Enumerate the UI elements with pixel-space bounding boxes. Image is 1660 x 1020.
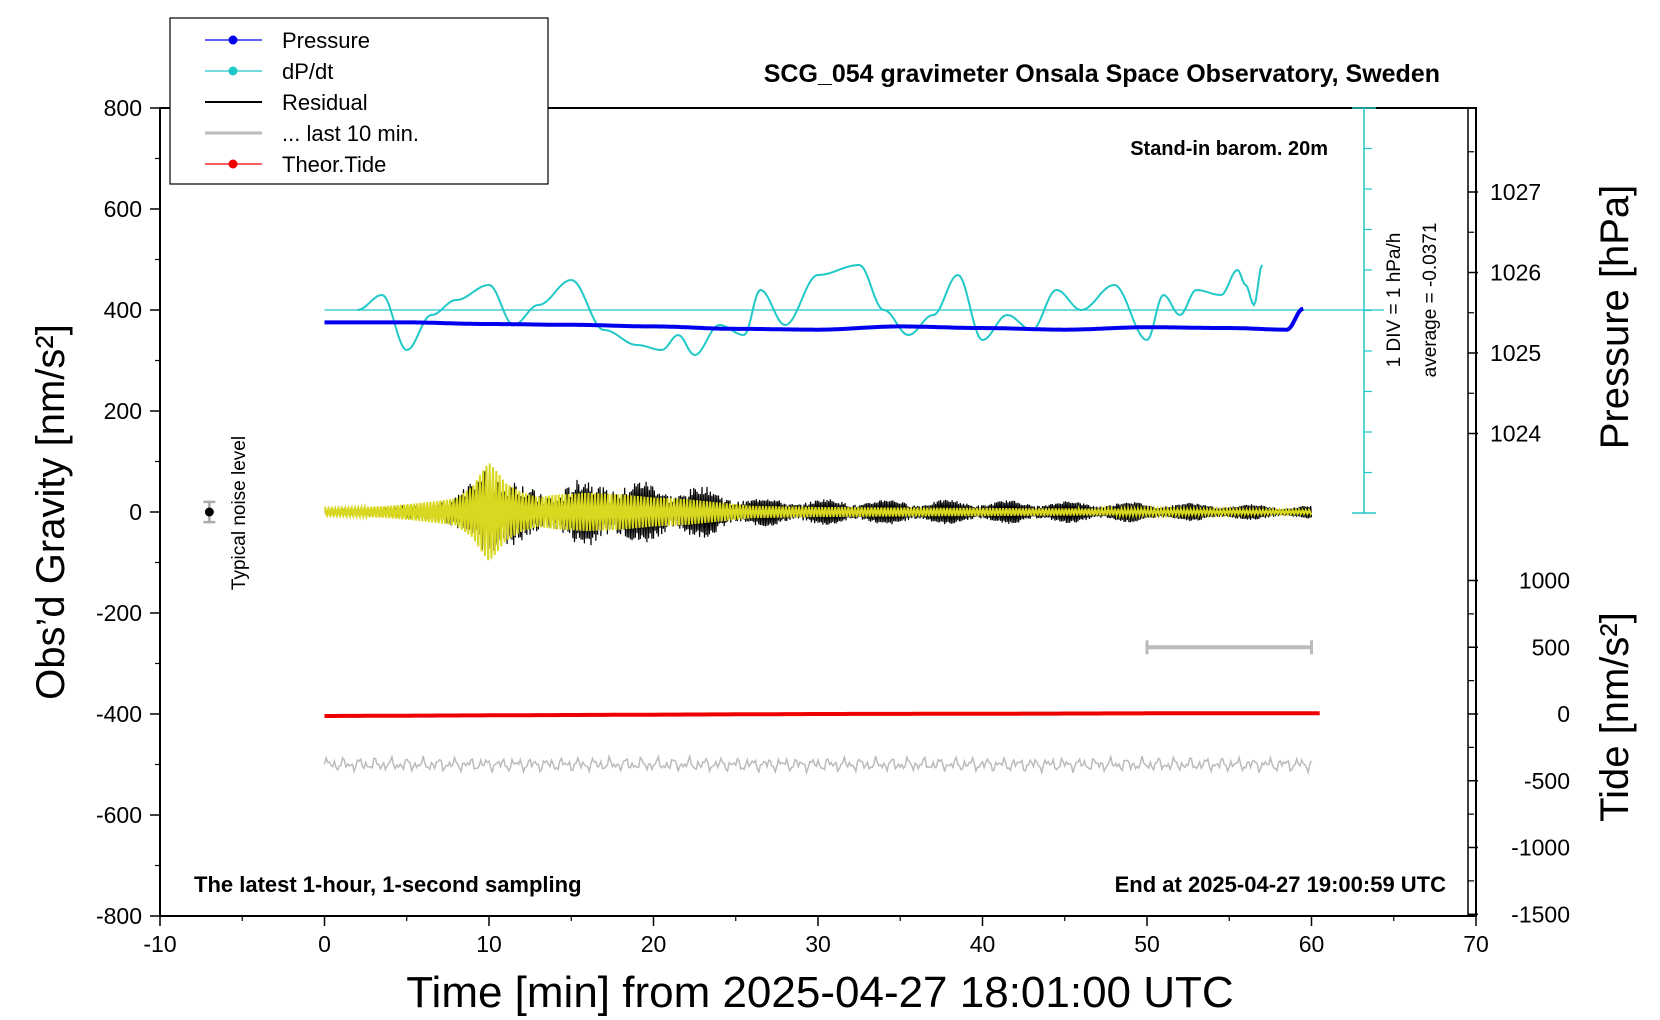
noise-level-label: Typical noise level xyxy=(229,436,250,590)
y-tick-label: 600 xyxy=(104,196,142,222)
pressure-tick-label: 1025 xyxy=(1490,340,1541,366)
y-tick-label: -200 xyxy=(96,600,142,626)
x-tick-label: 0 xyxy=(318,931,331,957)
x-tick-label: 40 xyxy=(970,931,996,957)
chart-title: SCG_054 gravimeter Onsala Space Observat… xyxy=(764,60,1440,88)
legend-label: Theor.Tide xyxy=(282,152,386,177)
tide-tick-label: -1000 xyxy=(1511,835,1570,861)
y-tick-label: 400 xyxy=(104,297,142,323)
legend-marker xyxy=(228,35,238,45)
tide-tick-label: -1500 xyxy=(1511,901,1570,927)
dpdt-series-line xyxy=(357,264,1264,357)
tide-tick-label: 500 xyxy=(1532,634,1570,660)
tide-tick-label: 0 xyxy=(1557,701,1570,727)
legend-marker xyxy=(228,66,238,76)
residual-filtered-line xyxy=(323,463,1313,561)
legend: Pressure dP/dt Residual ... last 10 min. The… xyxy=(169,17,549,185)
legend-label: Pressure xyxy=(282,28,370,53)
legend-marker xyxy=(228,159,238,169)
dpdt-div-label: 1 DIV = 1 hPa/h xyxy=(1384,233,1405,368)
y-tick-label: 800 xyxy=(104,95,142,121)
x-tick-label: 10 xyxy=(476,931,502,957)
tide-tick-label: 1000 xyxy=(1519,568,1570,594)
x-tick-label: -10 xyxy=(143,931,176,957)
pressure-tick-label: 1027 xyxy=(1490,179,1541,205)
x-tick-label: 50 xyxy=(1134,931,1160,957)
y-tick-label: 200 xyxy=(104,398,142,424)
y-tick-label: 0 xyxy=(129,499,142,525)
footer-right-note: End at 2025-04-27 19:00:59 UTC xyxy=(1115,872,1446,897)
noise-level-dot xyxy=(204,507,214,517)
legend-label: ... last 10 min. xyxy=(282,121,419,146)
stand-in-note: Stand-in barom. 20m xyxy=(1130,138,1328,160)
y-tick-label: -600 xyxy=(96,802,142,828)
y-tick-label: -400 xyxy=(96,701,142,727)
pressure-series-line xyxy=(324,306,1304,332)
legend-label: dP/dt xyxy=(282,59,333,84)
footer-left-note: The latest 1-hour, 1-second sampling xyxy=(194,872,582,897)
dpdt-average-label: average = -0.0371 xyxy=(1420,223,1441,378)
y-axis-pressure-title: Pressure [hPa] xyxy=(1593,185,1637,450)
pressure-tick-label: 1026 xyxy=(1490,260,1541,286)
y-axis-left-title: Obs’d Gravity [nm/s²] xyxy=(29,324,73,700)
y-axis-tide-title: Tide [nm/s²] xyxy=(1593,612,1637,822)
x-tick-label: 30 xyxy=(805,931,831,957)
legend-label: Residual xyxy=(282,90,368,115)
x-axis-title: Time [min] from 2025-04-27 18:01:00 UTC xyxy=(406,968,1233,1017)
last10min-series-line xyxy=(323,753,1313,776)
x-tick-label: 60 xyxy=(1299,931,1325,957)
x-tick-label: 70 xyxy=(1463,931,1489,957)
tide-tick-label: -500 xyxy=(1524,768,1570,794)
theor-tide-series-line xyxy=(324,711,1320,718)
y-tick-label: -800 xyxy=(96,903,142,929)
pressure-tick-label: 1024 xyxy=(1490,421,1541,447)
x-tick-label: 20 xyxy=(641,931,667,957)
